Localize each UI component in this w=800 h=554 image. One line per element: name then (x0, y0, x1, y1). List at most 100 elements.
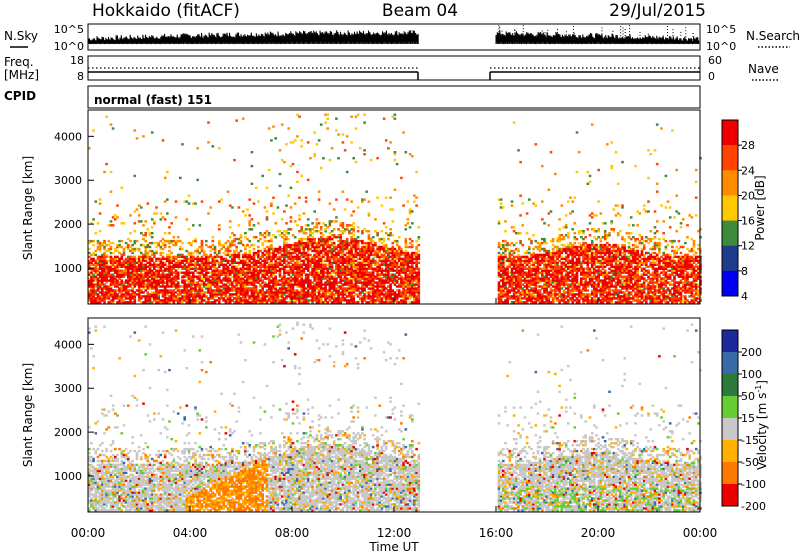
heatmap-cell (155, 241, 158, 245)
heatmap-cell (306, 178, 310, 182)
heatmap-cell (371, 277, 375, 280)
heatmap-cell (133, 129, 137, 132)
heatmap-cell (508, 263, 512, 266)
heatmap-cell (274, 275, 277, 278)
heatmap-cell (114, 277, 117, 280)
heatmap-cell (289, 228, 293, 231)
heatmap-cell (528, 261, 531, 264)
heatmap-cell (382, 275, 386, 278)
heatmap-cell (350, 269, 353, 272)
heatmap-cell (144, 299, 147, 302)
heatmap-cell (250, 283, 254, 286)
heatmap-cell (270, 139, 273, 142)
heatmap-cell (510, 263, 514, 266)
heatmap-cell (406, 218, 410, 221)
heatmap-cell (363, 261, 366, 264)
heatmap-cell (179, 293, 182, 296)
heatmap-cell (109, 265, 113, 268)
heatmap-cell (278, 172, 282, 176)
heatmap-cell (291, 287, 295, 290)
heatmap-cell (235, 245, 238, 249)
heatmap-cell (530, 281, 533, 284)
heatmap-cell (306, 241, 310, 245)
heatmap-cell (96, 297, 100, 300)
heatmap-cell (198, 279, 202, 282)
heatmap-cell (231, 232, 234, 235)
heatmap-cell (196, 259, 199, 263)
heatmap-cell (317, 287, 321, 290)
heatmap-cell (538, 249, 542, 253)
heatmap-cell (98, 259, 102, 263)
heatmap-cell (261, 291, 264, 294)
heatmap-cell (135, 269, 139, 272)
heatmap-cell (391, 297, 395, 300)
heatmap-cell (98, 271, 102, 274)
heatmap-cell (98, 267, 102, 270)
heatmap-cell (510, 281, 514, 284)
heatmap-cell (248, 249, 251, 253)
heatmap-cell (554, 277, 557, 280)
heatmap-cell (129, 271, 132, 274)
heatmap-cell (404, 261, 408, 264)
heatmap-cell (174, 200, 178, 203)
heatmap-cell (400, 265, 403, 268)
heatmap-cell (233, 237, 236, 241)
heatmap-cell (257, 275, 260, 278)
heatmap-cell (194, 283, 197, 286)
heatmap-cell (339, 259, 342, 263)
heatmap-cell (109, 269, 113, 272)
heatmap-cell (369, 245, 373, 249)
heatmap-cell (181, 247, 184, 251)
heatmap-cell (356, 247, 360, 251)
freq-label: Freq. (4, 55, 34, 69)
heatmap-cell (528, 259, 531, 263)
heatmap-cell (406, 279, 410, 282)
heatmap-cell (187, 202, 191, 205)
heatmap-cell (515, 263, 518, 266)
heatmap-cell (376, 297, 379, 300)
heatmap-cell (415, 251, 418, 255)
heatmap-cell (185, 295, 189, 298)
heatmap-cell (228, 283, 232, 286)
heatmap-cell (237, 271, 241, 274)
heatmap-cell (218, 279, 221, 282)
heatmap-cell (382, 289, 386, 292)
heatmap-cell (105, 287, 108, 290)
heatmap-cell (335, 271, 338, 274)
heatmap-cell (263, 249, 267, 253)
heatmap-cell (393, 239, 397, 243)
heatmap-cell (547, 281, 551, 284)
heatmap-cell (150, 253, 154, 257)
heatmap-cell (521, 279, 525, 282)
heatmap-cell (354, 301, 358, 304)
heatmap-cell (391, 261, 395, 264)
heatmap-cell (161, 273, 165, 276)
heatmap-cell (497, 263, 501, 266)
heatmap-cell (187, 269, 191, 272)
heatmap-cell (239, 271, 243, 274)
heatmap-cell (363, 241, 366, 245)
heatmap-cell (218, 297, 221, 300)
heatmap-cell (202, 257, 206, 261)
heatmap-cell (348, 271, 351, 274)
heatmap-cell (517, 301, 520, 304)
heatmap-cell (393, 299, 397, 302)
heatmap-cell (391, 291, 395, 294)
heatmap-cell (530, 241, 533, 245)
heatmap-cell (384, 291, 388, 294)
heatmap-cell (543, 267, 546, 270)
heatmap-cell (254, 301, 258, 304)
heatmap-cell (94, 299, 98, 302)
heatmap-cell (224, 267, 228, 270)
heatmap-cell (406, 285, 410, 288)
heatmap-cell (207, 285, 210, 288)
heatmap-cell (339, 291, 342, 294)
heatmap-cell (109, 241, 113, 245)
heatmap-cell (289, 186, 293, 189)
heatmap-cell (408, 289, 412, 292)
heatmap-cell (272, 255, 275, 259)
heatmap-cell (508, 251, 512, 255)
heatmap-cell (322, 287, 325, 290)
heatmap-cell (278, 273, 282, 276)
heatmap-cell (369, 273, 373, 276)
